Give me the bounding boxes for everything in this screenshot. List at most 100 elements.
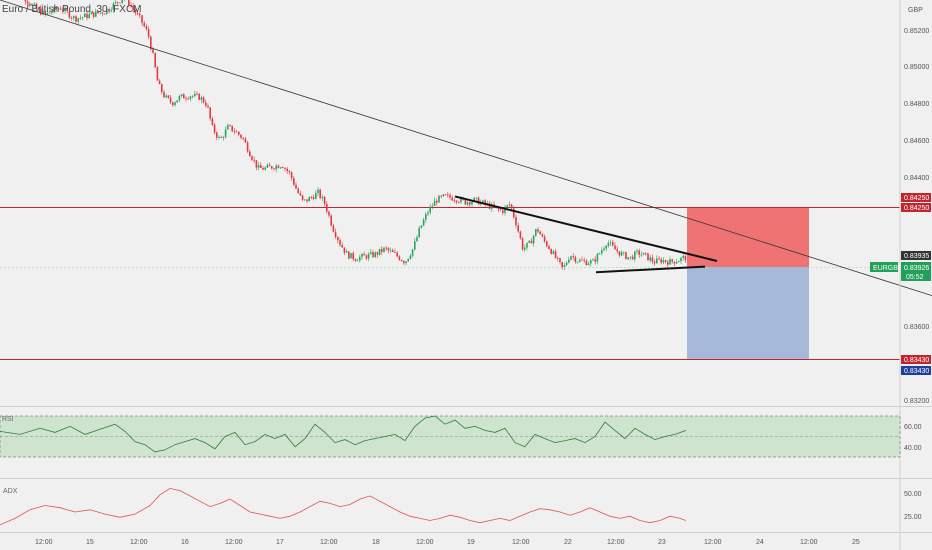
candle-body [343, 247, 346, 253]
candle-body [387, 248, 390, 251]
candle-body [139, 13, 141, 16]
candle-body [332, 225, 335, 232]
x-tick-label: 12:00 [800, 539, 818, 546]
candle-body [414, 241, 416, 250]
entry-price: 0.83935 [904, 253, 929, 260]
candle-body [134, 9, 137, 14]
take-profit-price-tag [901, 366, 931, 375]
x-tick-label: 12:00 [704, 539, 722, 546]
triangle-upper-line[interactable] [454, 195, 718, 262]
candle-body [110, 9, 112, 11]
candle-body [163, 92, 165, 98]
candle-body [469, 202, 471, 205]
adx-line [0, 487, 687, 526]
candle-body [238, 131, 240, 135]
candle-body [130, 4, 132, 7]
candle-body [535, 229, 537, 236]
candle-body [310, 197, 313, 199]
candle-body [246, 142, 249, 152]
candle-body [213, 124, 216, 133]
candle-body [77, 18, 79, 22]
y-tick-label: 0.85200 [904, 28, 929, 35]
candle-body [631, 256, 634, 260]
candle-body [323, 197, 326, 204]
trend-line[interactable] [0, 0, 932, 296]
candle-body [460, 197, 462, 203]
candle-body [623, 252, 625, 254]
candle-body [616, 249, 618, 252]
x-tick-label: 22 [564, 539, 572, 546]
candle-body [24, 0, 27, 2]
last-price-tag [901, 262, 931, 281]
candle-body [293, 178, 295, 185]
candle-body [257, 165, 260, 168]
candle-body [172, 102, 174, 106]
candle-body [207, 105, 209, 108]
candle-body [392, 250, 394, 252]
support-price-tag [901, 355, 931, 364]
candle-body [227, 125, 229, 130]
candle-body [367, 253, 370, 259]
candle-body [359, 256, 361, 261]
resistance-price: 0.84250 [904, 205, 929, 212]
candle-body [453, 200, 456, 202]
x-tick-label: 12:00 [35, 539, 53, 546]
x-tick-label: 18 [372, 539, 380, 546]
candle-body [420, 225, 423, 228]
candle-body [568, 259, 570, 263]
take-profit-zone[interactable] [687, 267, 809, 359]
candle-body [389, 250, 392, 252]
x-tick-label: 17 [276, 539, 284, 546]
candle-body [211, 118, 214, 125]
candle-body [279, 167, 282, 169]
adx-tick: 25.00 [904, 514, 922, 521]
candle-body [537, 229, 539, 232]
candle-body [561, 262, 563, 268]
candle-body [583, 260, 585, 262]
candle-body [73, 16, 75, 19]
candle-body [603, 248, 605, 251]
candle-body [53, 7, 55, 13]
candle-body [416, 237, 418, 242]
candle-body [548, 246, 550, 250]
candle-body [106, 9, 108, 14]
candle-body [458, 202, 460, 203]
candle-body [84, 13, 86, 18]
candle-body [649, 257, 651, 261]
candle-body [477, 197, 480, 205]
entry-price-tag [901, 251, 931, 260]
candle-body [482, 200, 484, 202]
candle-body [530, 240, 533, 244]
candle-body [189, 96, 192, 99]
candle-body [625, 252, 627, 260]
candle-body [444, 194, 447, 196]
candle-body [79, 17, 82, 19]
candle-body [40, 8, 42, 15]
candle-body [244, 138, 247, 143]
candle-body [418, 227, 420, 238]
candle-body [242, 137, 244, 139]
last-price: 0.83926 [904, 265, 929, 272]
candle-body [510, 204, 513, 209]
candle-body [612, 242, 614, 246]
triangle-lower-line[interactable] [595, 265, 706, 274]
candle-body [145, 26, 148, 30]
rsi-tick: 60.00 [904, 424, 922, 431]
x-tick-label: 12:00 [416, 539, 434, 546]
candle-body [526, 242, 528, 248]
candle-body [196, 93, 198, 95]
candle-body [350, 253, 352, 259]
candle-body [475, 197, 478, 199]
candle-body [658, 258, 660, 260]
candle-body [541, 234, 544, 237]
candle-body [178, 96, 181, 101]
candle-body [180, 94, 183, 97]
candle-body [152, 49, 154, 53]
candle-body [161, 84, 163, 93]
candle-body [59, 8, 62, 10]
candle-body [255, 160, 258, 168]
candle-body [57, 8, 60, 10]
candle-body [484, 200, 486, 204]
candle-body [268, 164, 271, 167]
